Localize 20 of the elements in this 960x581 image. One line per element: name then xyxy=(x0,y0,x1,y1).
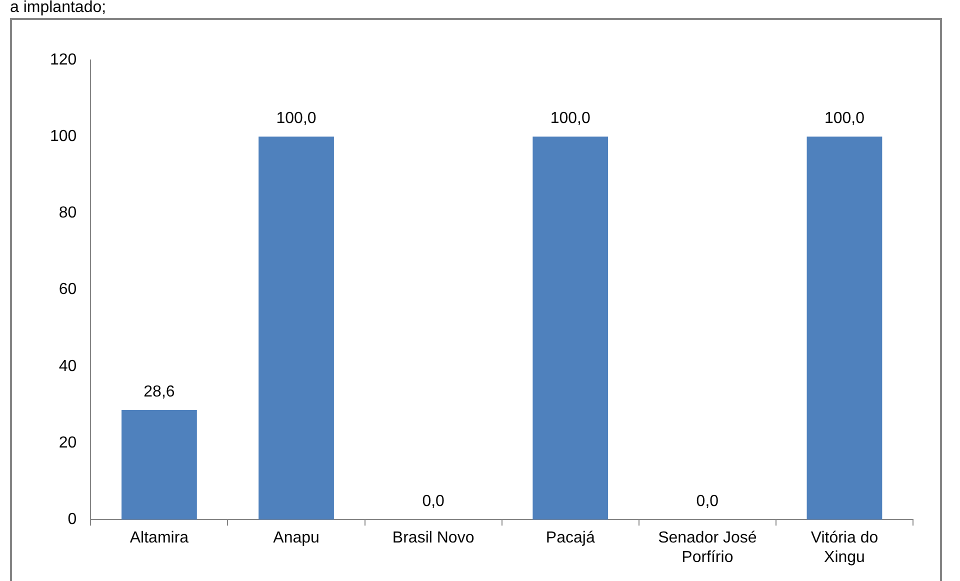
x-tick-label: Brasil Novo xyxy=(392,530,474,547)
x-tick-label: Senador José Porfírio xyxy=(658,530,757,566)
data-label: 100,0 xyxy=(824,110,865,128)
data-label: 0,0 xyxy=(696,493,719,510)
y-tick-label: 100 xyxy=(50,128,77,146)
text: a implantado; xyxy=(10,0,106,16)
y-tick-label: 40 xyxy=(58,358,77,375)
y-tick-label: 120 xyxy=(50,51,77,68)
x-tick-label: Altamira xyxy=(130,530,189,547)
x-tick-label: Pacajá xyxy=(546,530,595,547)
data-label: 100,0 xyxy=(276,110,316,128)
y-tick-label: 20 xyxy=(58,434,77,452)
y-tick-label: 80 xyxy=(58,204,77,222)
data-label: 28,6 xyxy=(144,383,175,400)
data-label: 0,0 xyxy=(422,493,445,510)
y-tick-label: 0 xyxy=(68,511,77,528)
x-tick-label: Vitória do Xingu xyxy=(810,530,878,566)
data-label: 100,0 xyxy=(550,110,590,128)
x-tick-label: Anapu xyxy=(273,530,320,547)
y-tick-label: 60 xyxy=(58,281,77,298)
